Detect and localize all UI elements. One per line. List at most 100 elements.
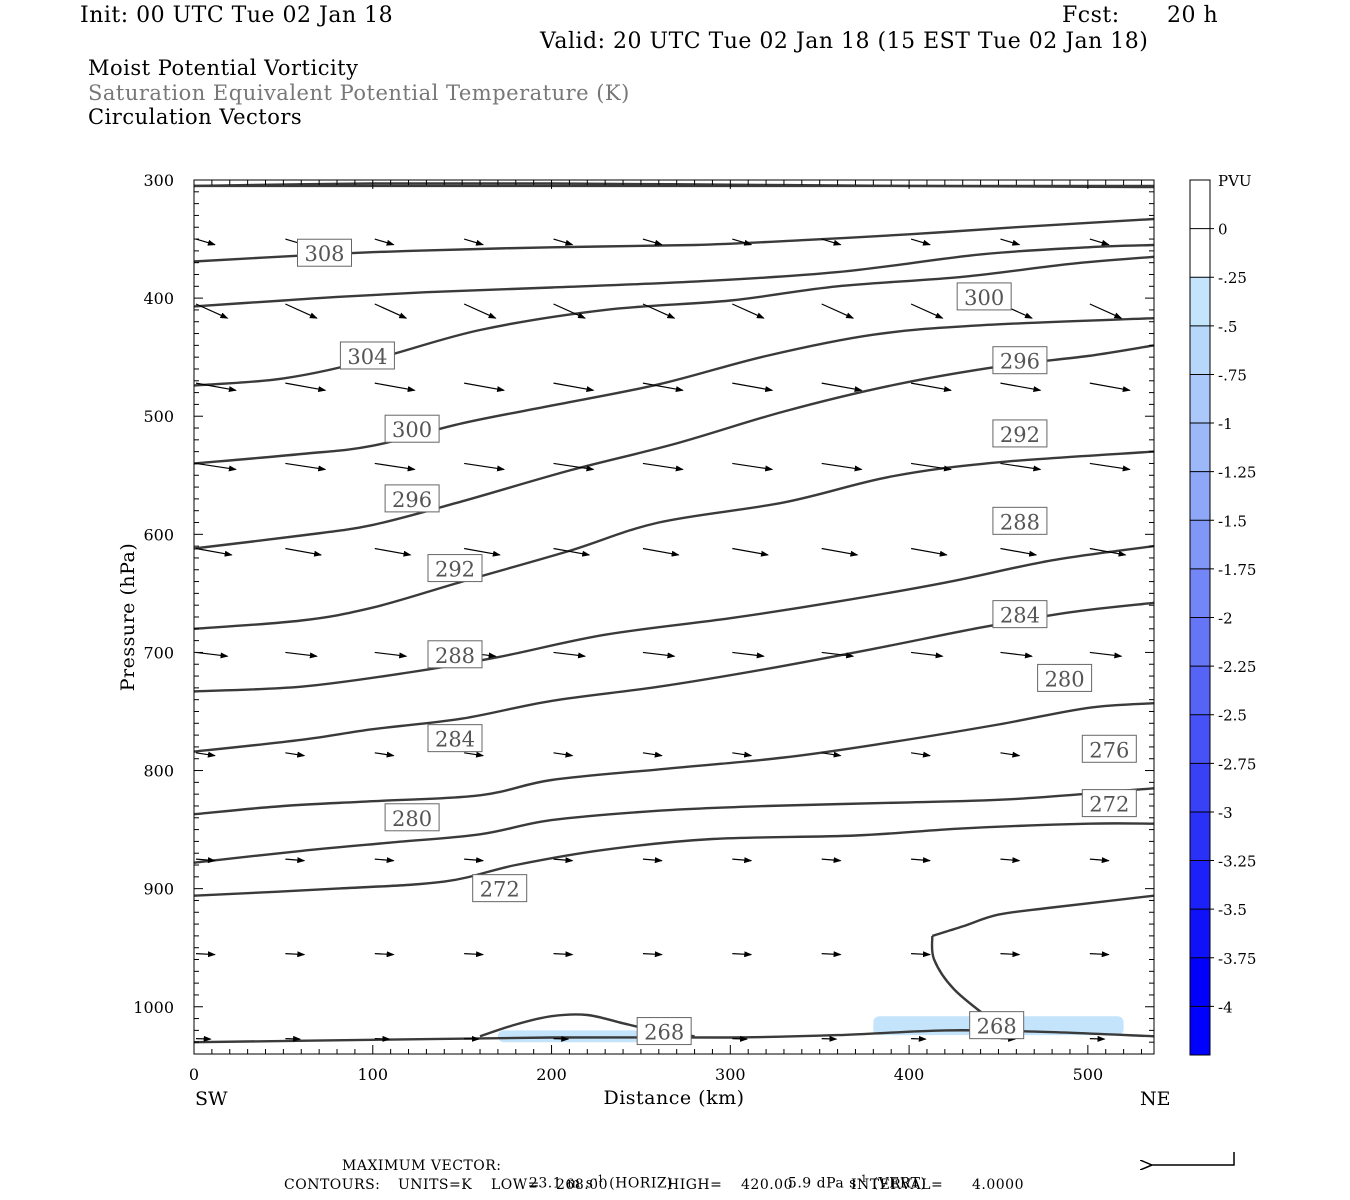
vector-4-7 [821,547,859,557]
colorbar-swatch-10 [1190,666,1210,716]
horiz-exponent: -1 [593,1174,605,1185]
vector-7-8 [911,857,931,864]
vector-0-7 [821,238,842,246]
vector-0-4 [553,238,574,246]
colorbar-label-15: -3.75 [1218,950,1256,968]
colorbar-label-10: -2.5 [1218,707,1247,725]
contour-label-300-2: 300 [384,414,440,443]
pvu-colorbar: 0 -.25 -.5 -.75 -1 -1.25 -1.5 -1.75 -2 -2.25 -2.5 -… [1189,179,1256,1056]
colorbar-label-2: -.5 [1218,318,1237,336]
vector-3-1 [285,462,327,472]
contour-labels: 308 304 300 300 296 296 292 292 288 288 284 284 280 2… [297,238,1137,1046]
contour-label-288-5b-text: 288 [1000,510,1040,534]
vector-2-3 [464,382,506,393]
vector-8-2 [374,951,395,958]
contour-label-296-3b: 296 [992,346,1048,375]
vector-8-7 [821,951,842,958]
contour-label-292-4b-text: 292 [1000,423,1040,447]
colorbar-swatch-12 [1190,763,1210,813]
vector-6-3 [464,751,485,758]
x-tick-label-300: 300 [715,1065,746,1084]
horiz-tag: (HORIZ) [609,1175,674,1192]
valid-time: Valid: 20 UTC Tue 02 Jan 18 (15 EST Tue … [540,29,1149,54]
vector-8-4 [553,951,574,958]
x-axis-title: Distance (km) [603,1087,744,1109]
vector-3-8 [910,462,952,472]
vector-0-9 [1000,238,1021,246]
vector-7-7 [821,857,842,864]
axis-tick-labels: 300 400 500 600 700 800 900 1000 0 100 200 300 400 50… [133,171,1103,1084]
y-tick-label-900: 900 [143,880,174,899]
vector-3-2 [374,462,416,472]
vector-3-4 [553,462,595,472]
contour-label-276-8b-text: 276 [1089,738,1129,762]
field-title-vectors: Circulation Vectors [88,105,303,129]
colorbar-label-11: -2.75 [1218,755,1256,773]
contour-label-300-2-text: 300 [392,418,432,442]
vector-3-6 [732,462,774,472]
contour-label-280-7b: 280 [1037,663,1093,692]
vector-5-2 [374,651,408,659]
vector-6-9 [1000,751,1021,758]
vector-5-7 [821,651,855,659]
contour-label-288-5b: 288 [992,506,1048,535]
contour-284-6 [193,544,1155,693]
vert-exponent: -1 [856,1174,868,1185]
vector-3-7 [821,462,863,472]
colorbar-label-9: -2.25 [1218,658,1256,676]
contours-high-value: 420.00 [741,1177,793,1193]
vector-7-9 [1000,857,1021,864]
colorbar-swatch-0 [1190,180,1210,230]
vert-tag: (VERT) [872,1175,927,1192]
colorbar-swatch-8 [1190,568,1210,618]
colorbar-swatch-14 [1190,860,1210,910]
contour-label-284-6b: 284 [992,600,1048,629]
vector-4-10 [1089,547,1127,557]
vector-2-6 [732,382,774,393]
colorbar-swatch-3 [1190,325,1210,375]
vector-4-3 [464,547,501,557]
vector-2-7 [821,382,863,393]
vector-0-8 [910,238,931,246]
vector-2-2 [374,382,416,393]
vector-0-6 [732,238,753,246]
contours-interval-value: 4.0000 [972,1177,1024,1193]
contour-268-14 [931,894,1155,938]
vector-6-1 [285,751,306,758]
vector-6-2 [374,751,395,758]
forecast-hour: 20 h [1167,3,1219,28]
contour-label-292-4: 292 [427,554,483,583]
vector-4-9 [1000,547,1038,557]
vector-1-4 [553,303,586,319]
colorbar-swatch-7 [1190,520,1210,570]
colorbar-label-6: -1.5 [1218,512,1247,530]
contour-label-284-6: 284 [427,724,483,753]
contour-label-288-5: 288 [427,640,483,669]
y-tick-label-500: 500 [143,407,174,426]
contours-units: UNITS=K [398,1177,473,1193]
vector-3-3 [464,462,506,472]
vector-5-8 [911,651,944,659]
vector-1-8 [910,303,944,319]
vector-4-8 [910,547,948,557]
vector-8-0 [195,951,216,958]
vector-1-2 [374,303,408,319]
vector-1-0 [195,303,229,319]
colorbar-swatch-6 [1190,471,1210,521]
vector-8-5 [642,951,663,958]
vector-2-4 [553,382,595,393]
colorbar-label-12: -3 [1218,804,1233,822]
contour-label-284-6b-text: 284 [1000,604,1040,628]
axis-ticks [193,179,1154,1055]
contour-label-296-3: 296 [384,484,440,513]
vector-5-4 [553,651,587,659]
colorbar-label-16: -4 [1218,998,1233,1016]
vector-2-1 [285,382,327,393]
contour-label-304-1: 304 [339,341,395,370]
contour-label-296-3b-text: 296 [1000,350,1040,374]
y-tick-label-700: 700 [143,643,174,662]
vector-6-8 [910,751,931,758]
vector-5-1 [285,651,318,659]
contour-label-284-6-text: 284 [435,728,475,752]
